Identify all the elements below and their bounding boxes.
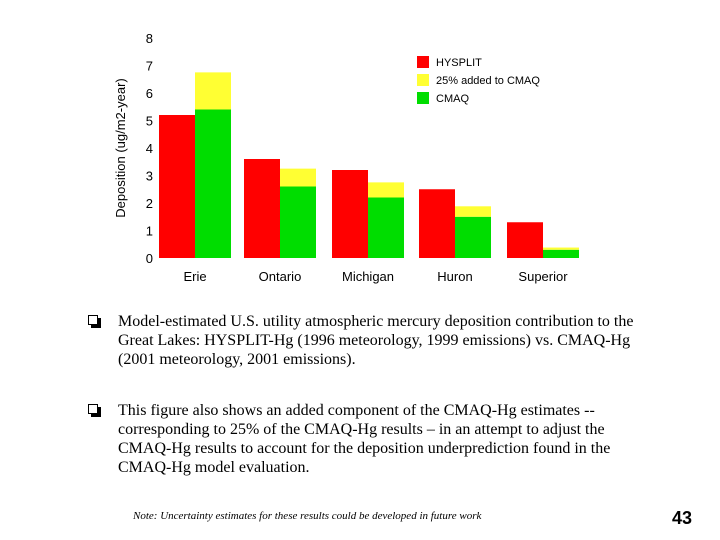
bar-cmaq bbox=[455, 216, 491, 258]
bar-hysplit bbox=[507, 222, 543, 258]
y-tick-label: 2 bbox=[146, 196, 153, 211]
bar-cmaq bbox=[195, 109, 231, 258]
page-number: 43 bbox=[672, 508, 693, 528]
bar-25-percent-added bbox=[195, 72, 231, 110]
bar-25-percent-added bbox=[368, 182, 404, 198]
legend-swatch bbox=[417, 56, 429, 68]
y-tick-label: 6 bbox=[146, 86, 153, 101]
bullet-point-2: This figure also shows an added componen… bbox=[88, 401, 658, 477]
bullet-text-1: Model-estimated U.S. utility atmospheric… bbox=[118, 313, 634, 368]
y-tick-label: 0 bbox=[146, 251, 153, 266]
bar-hysplit bbox=[332, 170, 368, 258]
x-tick-label: Michigan bbox=[342, 269, 394, 284]
bar-hysplit bbox=[244, 159, 280, 258]
bar-25-percent-added bbox=[280, 168, 316, 187]
stacked-bar-chart: Deposition (ug/m2-year) 0 1 2 3 4 5 6 7 8 Erie On… bbox=[113, 31, 579, 284]
legend: HYSPLIT 25% added to CMAQ CMAQ bbox=[417, 56, 540, 105]
x-tick-label: Ontario bbox=[259, 269, 302, 284]
y-tick-label: 1 bbox=[146, 224, 153, 239]
legend-swatch bbox=[417, 74, 429, 86]
x-tick-label: Huron bbox=[437, 269, 472, 284]
bar-25-percent-added bbox=[543, 247, 579, 250]
y-tick-label: 3 bbox=[146, 169, 153, 184]
bar-25-percent-added bbox=[455, 206, 491, 217]
y-tick-label: 4 bbox=[146, 141, 153, 156]
bar-hysplit bbox=[419, 189, 455, 258]
legend-label: HYSPLIT bbox=[436, 57, 482, 69]
checkbox-bullet-icon bbox=[88, 315, 101, 328]
footnote: Note: Uncertainty estimates for these re… bbox=[133, 510, 482, 522]
bar-cmaq bbox=[543, 249, 579, 258]
bar-hysplit bbox=[159, 115, 195, 258]
legend-label: CMAQ bbox=[436, 93, 469, 105]
x-tick-label: Superior bbox=[518, 269, 568, 284]
legend-swatch bbox=[417, 92, 429, 104]
checkbox-bullet-icon bbox=[88, 404, 101, 417]
bullet-point-1: Model-estimated U.S. utility atmospheric… bbox=[88, 312, 658, 369]
bar-cmaq bbox=[280, 186, 316, 258]
bars bbox=[159, 72, 579, 258]
y-tick-label: 8 bbox=[146, 31, 153, 46]
y-tick-label: 5 bbox=[146, 114, 153, 129]
x-axis-labels: Erie Ontario Michigan Huron Superior bbox=[183, 269, 568, 284]
bullet-text-2: This figure also shows an added componen… bbox=[118, 402, 611, 476]
y-axis-label: Deposition (ug/m2-year) bbox=[113, 78, 128, 217]
bar-cmaq bbox=[368, 197, 404, 258]
x-tick-label: Erie bbox=[183, 269, 206, 284]
y-axis-ticks: 0 1 2 3 4 5 6 7 8 bbox=[146, 31, 153, 266]
legend-label: 25% added to CMAQ bbox=[436, 75, 540, 87]
y-tick-label: 7 bbox=[146, 59, 153, 74]
